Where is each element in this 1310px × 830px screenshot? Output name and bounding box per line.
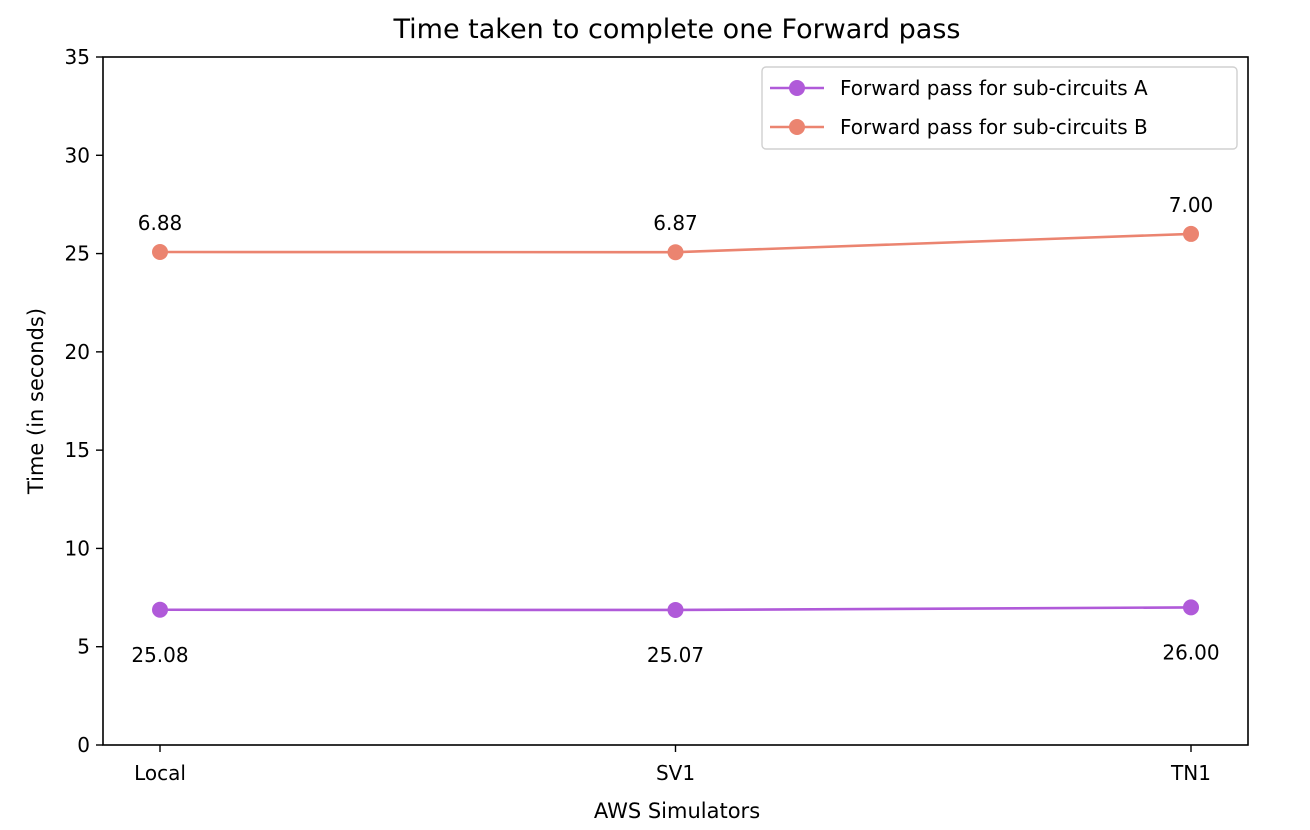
- legend-box: [761, 66, 1238, 150]
- data-label: 25.08: [131, 643, 188, 667]
- data-point: [667, 601, 684, 618]
- plot-frame: [102, 56, 1249, 746]
- y-tick-label: 0: [77, 733, 90, 757]
- data-label: 25.07: [647, 643, 704, 667]
- x-tick-label: TN1: [1170, 761, 1211, 785]
- x-axis-label: AWS Simulators: [594, 799, 760, 823]
- legend-label: Forward pass for sub-circuits B: [840, 115, 1148, 139]
- plot-area: 0 5 10 15 20 25 30 35 Local SV1 TN1 25.08 25.07 26.00…: [65, 45, 1249, 785]
- y-tick-label: 5: [77, 635, 90, 659]
- chart-title: Time taken to complete one Forward pass: [393, 14, 961, 45]
- legend-marker: [789, 119, 805, 135]
- data-label: 7.00: [1169, 193, 1214, 217]
- data-point: [152, 601, 168, 618]
- legend-marker: [789, 80, 805, 96]
- y-axis-label: Time (in seconds): [24, 308, 48, 495]
- y-tick-label: 15: [65, 438, 90, 462]
- data-label: 26.00: [1162, 640, 1219, 664]
- data-label: 6.88: [138, 211, 183, 235]
- data-point: [1183, 599, 1199, 616]
- y-tick-label: 25: [65, 242, 90, 266]
- y-tick-label: 35: [65, 45, 90, 69]
- data-point: [1183, 225, 1199, 242]
- data-point: [667, 244, 684, 261]
- data-point: [152, 243, 168, 260]
- y-tick-label: 10: [65, 536, 90, 560]
- data-label: 6.87: [653, 211, 698, 235]
- legend-label: Forward pass for sub-circuits A: [840, 76, 1148, 100]
- x-tick-label: Local: [134, 761, 186, 785]
- x-tick-label: SV1: [656, 761, 695, 785]
- y-tick-label: 20: [65, 340, 90, 364]
- y-tick-label: 30: [65, 143, 90, 167]
